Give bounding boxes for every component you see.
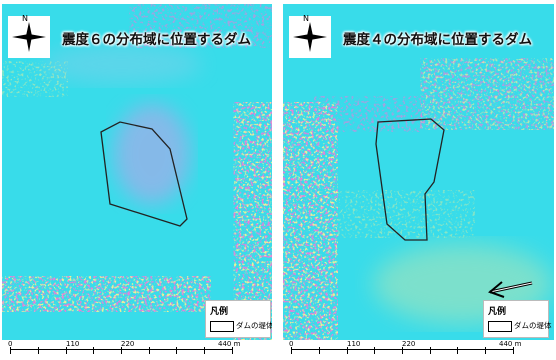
scale-label: 110: [347, 340, 360, 348]
legend-label: ダムの堤体: [236, 320, 272, 331]
scale-label: 220: [121, 340, 134, 348]
north-arrow-icon: N: [8, 16, 50, 58]
scale-label: 440 m: [499, 340, 521, 348]
legend-swatch: [488, 321, 512, 332]
map-panel-right: N 震度４の分布域に位置するダム 凡例 ダムの堤体: [283, 4, 554, 340]
arrow-icon: [486, 277, 534, 299]
legend: 凡例 ダムの堤体: [205, 300, 271, 338]
legend-title: 凡例: [488, 304, 506, 317]
scale-label: 110: [66, 340, 79, 348]
legend-label: ダムの堤体: [514, 320, 552, 331]
legend-swatch: [210, 321, 234, 332]
map-panel-left: N 震度６の分布域に位置するダム 凡例 ダムの堤体: [2, 4, 272, 340]
map-title: 震度４の分布域に位置するダム: [343, 28, 532, 48]
scale-bar-right: 0 110 220 440 m: [291, 340, 541, 360]
north-label: N: [22, 14, 28, 23]
map-title: 震度６の分布域に位置するダム: [62, 28, 251, 48]
legend: 凡例 ダムの堤体: [483, 300, 549, 338]
legend-title: 凡例: [210, 304, 228, 317]
scale-bar-left: 0 110 220 440 m: [10, 340, 260, 360]
scale-label: 440 m: [218, 340, 240, 348]
scale-label: 220: [402, 340, 415, 348]
north-label: N: [303, 14, 309, 23]
north-arrow-icon: N: [289, 16, 331, 58]
